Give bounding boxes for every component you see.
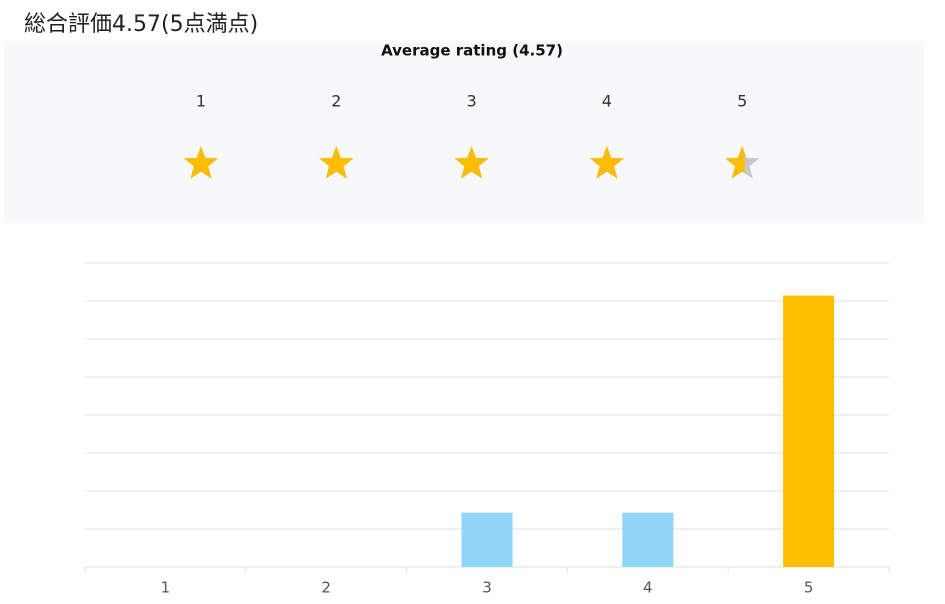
x-tick-label: 2	[321, 579, 331, 597]
x-tick-label: 5	[804, 579, 814, 597]
star	[725, 146, 745, 179]
bar	[461, 512, 513, 567]
x-tick-label: 4	[643, 579, 653, 597]
star-label: 5	[737, 92, 747, 111]
page-title: 総合評価4.57(5点満点)	[24, 12, 258, 37]
star-label: 1	[196, 92, 206, 111]
star-label: 4	[602, 92, 612, 111]
x-tick-label: 3	[482, 579, 492, 597]
star	[454, 146, 489, 179]
star	[183, 146, 219, 179]
rating-title: Average rating (4.57)	[381, 42, 563, 60]
star-label: 2	[331, 92, 341, 111]
x-tick-label: 1	[161, 579, 171, 597]
star-label: 3	[467, 92, 477, 111]
star	[589, 146, 624, 179]
star	[319, 146, 354, 179]
bar	[783, 295, 835, 567]
bar	[622, 512, 674, 567]
rating-panel	[4, 42, 924, 222]
